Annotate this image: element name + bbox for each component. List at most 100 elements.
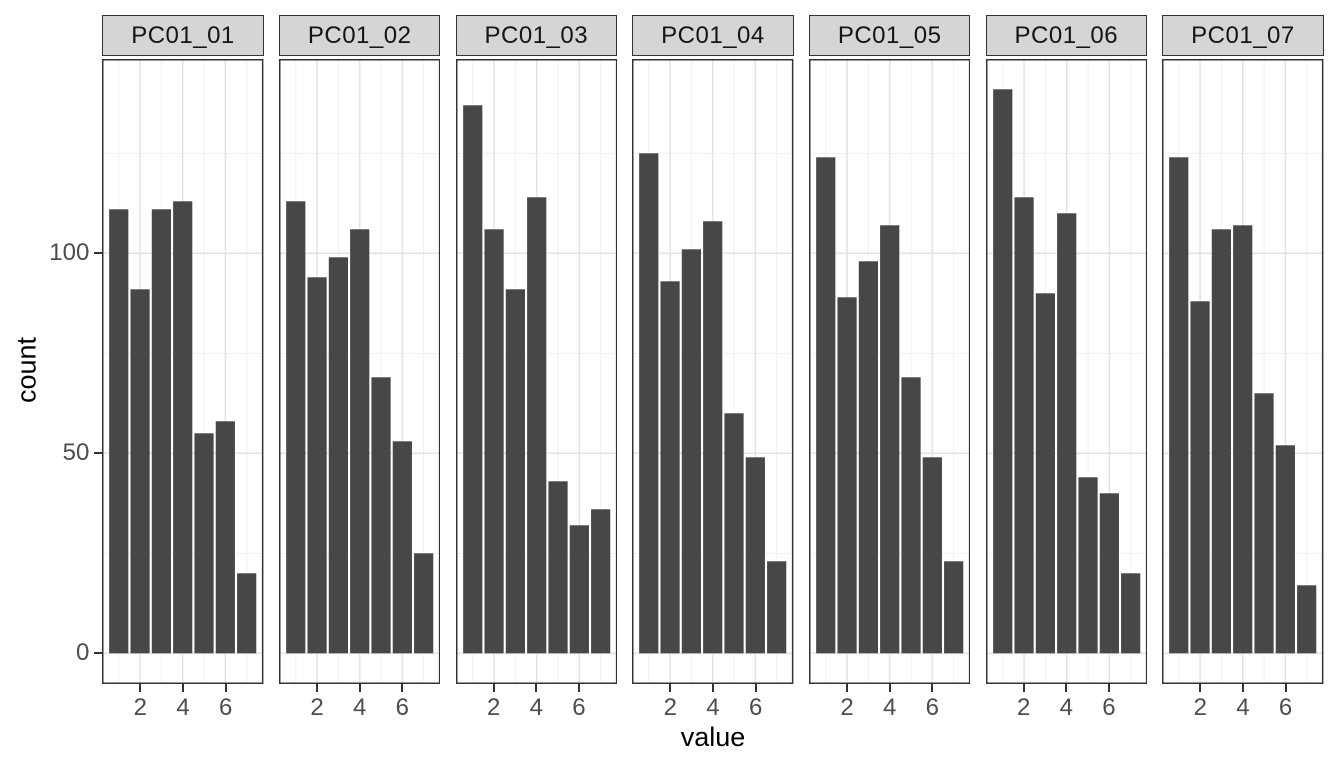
- bar: [1212, 229, 1232, 654]
- bar: [1297, 585, 1317, 654]
- bar: [1169, 157, 1189, 654]
- bar: [1056, 213, 1076, 654]
- bar: [1233, 225, 1253, 654]
- facet-strip-label: PC01_03: [455, 15, 617, 56]
- x-tick-label: 6: [218, 694, 233, 721]
- x-tick-label: 6: [748, 694, 763, 721]
- facet-panel: [808, 59, 971, 684]
- x-tick-mark: [1284, 684, 1287, 692]
- facet-strip-label: PC01_05: [808, 15, 971, 56]
- x-tick-label: 4: [176, 694, 190, 721]
- y-tick-label: 50: [62, 439, 90, 467]
- y-tick-mark: [94, 652, 103, 655]
- x-tick-label: 2: [1193, 694, 1207, 721]
- x-tick-label: 6: [1278, 694, 1293, 721]
- panel-border: [632, 59, 794, 684]
- y-tick-label: 0: [75, 639, 90, 667]
- x-tick-mark: [1199, 684, 1202, 692]
- x-tick-mark: [401, 684, 404, 692]
- bar: [414, 553, 434, 654]
- x-tick-mark: [711, 684, 714, 692]
- bar: [526, 197, 546, 654]
- bar: [1099, 493, 1119, 654]
- bar: [109, 209, 129, 654]
- bar: [569, 525, 589, 654]
- x-tick-label: 6: [572, 694, 586, 721]
- panel-border: [1162, 59, 1324, 684]
- bar: [639, 153, 659, 654]
- bar: [194, 433, 214, 654]
- x-tick-label: 6: [1102, 694, 1116, 721]
- facet-strip-label: PC01_01: [102, 15, 264, 56]
- bar: [944, 561, 964, 654]
- bar: [724, 413, 744, 654]
- x-tick-mark: [931, 684, 934, 692]
- facet-panel: [455, 59, 617, 684]
- x-tick-mark: [754, 684, 757, 692]
- bar: [548, 481, 568, 654]
- x-tick-label: 4: [529, 694, 543, 721]
- facet-panel: [278, 59, 441, 684]
- x-tick-label: 2: [487, 694, 501, 721]
- x-tick-label: 2: [1016, 694, 1031, 721]
- bar: [371, 377, 391, 654]
- bar: [505, 289, 525, 654]
- x-tick-mark: [1107, 684, 1110, 692]
- x-tick-label: 4: [352, 694, 367, 721]
- bar: [307, 277, 327, 654]
- x-tick-mark: [669, 684, 672, 692]
- bar: [237, 573, 257, 654]
- x-tick-mark: [316, 684, 319, 692]
- bar: [1014, 197, 1034, 654]
- panel-border: [102, 59, 264, 684]
- bar: [837, 297, 857, 654]
- bar: [922, 457, 942, 654]
- x-tick-label: 2: [310, 694, 324, 721]
- panel-border: [808, 59, 971, 684]
- bar: [130, 289, 150, 654]
- x-tick-label: 4: [706, 694, 720, 721]
- bar: [1254, 393, 1274, 654]
- facet-strip-label: PC01_06: [985, 15, 1147, 56]
- x-tick-mark: [1065, 684, 1068, 692]
- bar: [286, 201, 306, 654]
- bar: [901, 377, 921, 654]
- x-tick-label: 4: [882, 694, 897, 721]
- facet-panel: [102, 59, 264, 684]
- panel-border: [985, 59, 1147, 684]
- bar: [880, 225, 900, 654]
- x-tick-mark: [358, 684, 361, 692]
- bar: [858, 261, 878, 654]
- x-tick-mark: [182, 684, 184, 692]
- bar: [462, 105, 482, 654]
- bar: [1276, 445, 1296, 654]
- bar: [1078, 477, 1098, 654]
- facet-panel: [1162, 59, 1324, 684]
- y-axis-title: count: [11, 336, 42, 404]
- bar: [767, 561, 787, 654]
- x-axis-title: value: [680, 722, 746, 752]
- x-tick-label: 2: [840, 694, 854, 721]
- y-tick-mark: [94, 452, 103, 455]
- x-tick-mark: [1241, 684, 1244, 692]
- facet-strip-label: PC01_07: [1162, 15, 1324, 56]
- bar: [703, 221, 723, 654]
- x-tick-mark: [492, 684, 495, 692]
- bar: [1190, 301, 1210, 654]
- bar: [1035, 293, 1055, 654]
- facet-strip-label: PC01_04: [632, 15, 794, 56]
- y-tick-mark: [94, 252, 103, 255]
- bar: [660, 281, 680, 654]
- bar: [1120, 573, 1140, 654]
- y-tick-label: 100: [49, 239, 90, 267]
- x-tick-mark: [888, 684, 891, 692]
- panel-border: [278, 59, 441, 684]
- x-tick-mark: [1022, 684, 1025, 692]
- panel-border: [455, 59, 617, 684]
- bar: [152, 209, 172, 654]
- x-tick-label: 2: [133, 694, 148, 721]
- bar: [216, 421, 236, 654]
- bar: [328, 257, 348, 654]
- facet-panel: [632, 59, 794, 684]
- bar: [682, 249, 702, 654]
